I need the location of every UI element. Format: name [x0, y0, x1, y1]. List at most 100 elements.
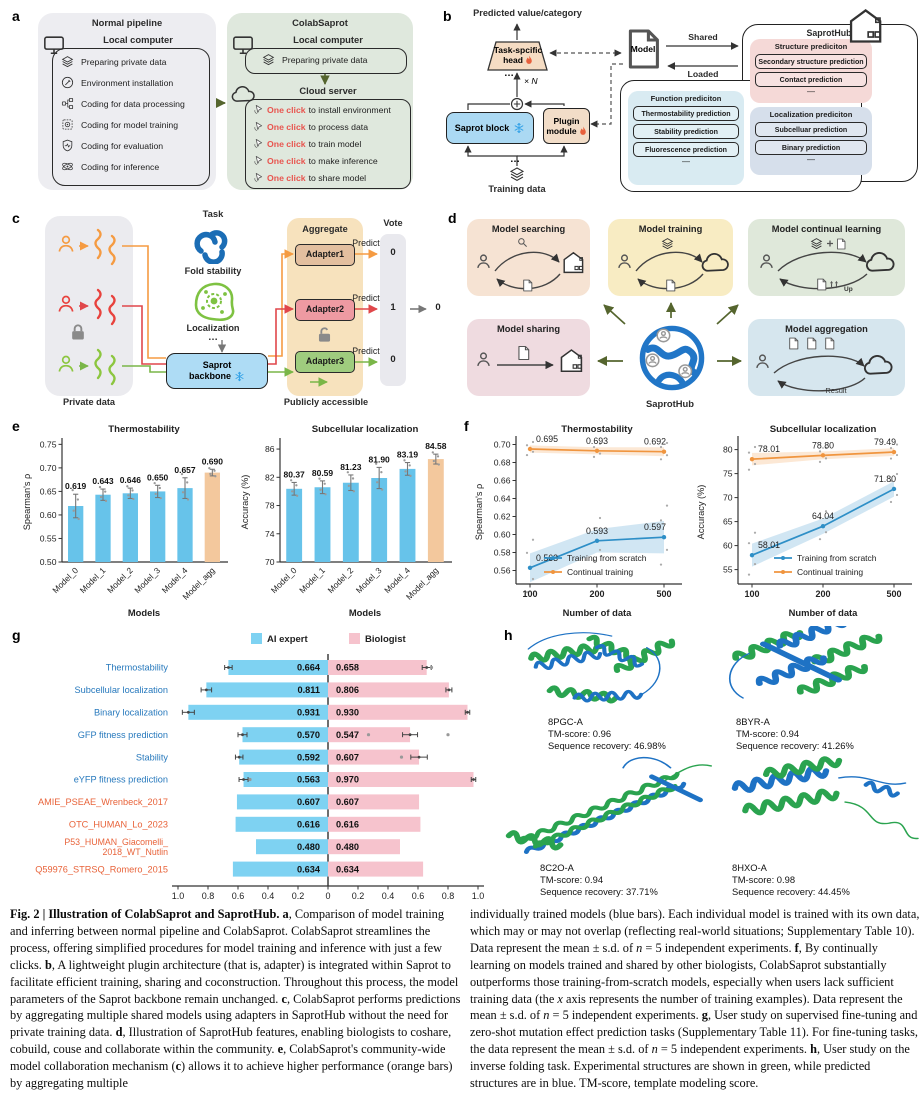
svg-text:AI expert: AI expert	[267, 634, 308, 645]
document-icon	[666, 279, 676, 292]
svg-text:60: 60	[723, 541, 733, 551]
structure-caption: 8HXO-A TM-score: 0.98 Sequence recovery:…	[732, 862, 850, 897]
svg-text:0.2: 0.2	[352, 891, 365, 901]
predict-label: Predict	[352, 238, 380, 248]
snowflake-icon	[235, 371, 244, 382]
sequence-recovery: Sequence recovery: 41.26%	[736, 739, 854, 751]
protein-squiggle-icon	[108, 294, 116, 326]
svg-text:Accuracy (%): Accuracy (%)	[696, 485, 706, 540]
evaluation-icon	[62, 139, 73, 152]
svg-text:80.59: 80.59	[312, 468, 334, 478]
structure-caption: 8PGC-A TM-score: 0.96 Sequence recovery:…	[548, 716, 666, 751]
card-title: Model sharing	[496, 324, 561, 334]
one-click-label: One click	[267, 155, 306, 166]
svg-text:0.547: 0.547	[336, 730, 359, 740]
svg-text:0.58: 0.58	[494, 548, 511, 558]
svg-text:0.6: 0.6	[232, 891, 245, 901]
model-training-card: Model training	[608, 219, 733, 296]
panel-label-h: h	[504, 627, 513, 643]
card-title: Model training	[638, 224, 703, 234]
protein-structure-8C2O-A	[505, 756, 713, 854]
person-icon	[58, 235, 74, 253]
adapter2-box: Adapter2	[295, 299, 355, 321]
svg-text:0.4: 0.4	[382, 891, 395, 901]
document-icon	[523, 279, 533, 292]
vote-value: 1	[390, 302, 396, 313]
svg-text:Model_2: Model_2	[105, 565, 135, 595]
svg-text:0.4: 0.4	[262, 891, 275, 901]
svg-text:Stability: Stability	[136, 752, 169, 762]
svg-text:0.480: 0.480	[297, 842, 320, 852]
normal-pipeline-title: Normal pipeline	[91, 17, 163, 28]
shared-label: Shared	[688, 32, 718, 42]
unlock-icon	[318, 327, 331, 343]
svg-text:82: 82	[265, 472, 275, 482]
saprot-block-label: Saprot block	[454, 123, 510, 133]
plugin-module-label2: module	[546, 126, 577, 136]
pipeline-step-label: Coding for data processing	[81, 98, 185, 109]
model-sharing-card: Model sharing	[467, 319, 590, 396]
function-prediction-section: Function prediciton Thermostability pred…	[628, 91, 744, 185]
inference-icon	[61, 161, 74, 172]
structure-id: 8C2O-A	[540, 862, 574, 873]
svg-text:Number of data: Number of data	[563, 607, 633, 618]
panel-label-a: a	[12, 8, 20, 24]
svg-text:1.0: 1.0	[172, 891, 185, 901]
svg-text:0.592: 0.592	[297, 752, 320, 762]
svg-text:58.01: 58.01	[758, 540, 780, 550]
svg-text:Subcellular localization: Subcellular localization	[75, 685, 168, 695]
svg-text:0.570: 0.570	[297, 730, 320, 740]
svg-text:Thermostability: Thermostability	[106, 663, 169, 673]
protein-structure-8HXO-A	[731, 756, 919, 840]
svg-text:0.619: 0.619	[65, 481, 87, 491]
document-icon	[789, 337, 799, 350]
svg-text:0.70: 0.70	[494, 440, 511, 450]
svg-text:Binary localization: Binary localization	[94, 708, 168, 718]
one-click-row: One click to install environment	[253, 104, 391, 115]
task-head-label: Task-spcific head	[493, 45, 543, 65]
tm-score: TM-score: 0.94	[736, 727, 800, 739]
thermostability-bar-chart: 0.50 0.55 0.60 0.65 0.70 0.75 0.619 Model_0 0.64…	[22, 424, 228, 618]
card-title: Model searching	[491, 224, 566, 234]
localization-cell-icon	[194, 282, 235, 322]
tm-score: TM-score: 0.94	[540, 873, 604, 885]
aggregate-label: Aggregate	[302, 224, 348, 234]
flame-icon	[526, 55, 532, 64]
svg-text:84.58: 84.58	[425, 441, 447, 451]
svg-text:0.930: 0.930	[336, 708, 359, 718]
protein-squiggle-icon	[108, 354, 116, 386]
prediction-item: Stability prediction	[633, 124, 739, 139]
svg-text:0.2: 0.2	[292, 891, 305, 901]
svg-text:0.593: 0.593	[586, 526, 608, 536]
svg-text:eYFP fitness prediction: eYFP fitness prediction	[74, 775, 168, 785]
task-label: Task	[202, 208, 224, 219]
svg-text:0.66: 0.66	[494, 476, 511, 486]
cloud-icon	[863, 355, 893, 375]
svg-text:Model_0: Model_0	[269, 565, 299, 595]
one-click-action: to share model	[308, 172, 367, 183]
one-click-row: One click to process data	[253, 121, 368, 132]
panel-label-f: f	[464, 418, 469, 434]
localization-prediction-section: Localization prediciton Subcelluar predi…	[750, 107, 872, 175]
svg-text:Subcellular localization: Subcellular localization	[312, 424, 419, 435]
user-study-diverging-chart: AI expert Biologist 1.0 1.0 0.8 0.8 0.6 0.6 0.4 0…	[35, 633, 484, 901]
layers-icon	[263, 54, 274, 66]
sequence-recovery: Sequence recovery: 46.98%	[548, 739, 666, 751]
search-icon	[518, 238, 528, 248]
svg-text:Biologist: Biologist	[365, 634, 406, 645]
prediction-item: Thermostability prediction	[633, 106, 739, 121]
svg-text:500: 500	[886, 589, 901, 599]
panel-a-pipeline-comparison: Normal pipeline ColabSaprot Local comput…	[10, 6, 435, 202]
sequence-recovery: Sequence recovery: 44.45%	[732, 885, 850, 897]
function-section-title: Function prediciton	[650, 94, 722, 103]
panel-d-saprothub-features: Model searching Model training M	[445, 206, 923, 416]
private-data-box	[45, 216, 133, 396]
document-icon	[518, 345, 530, 361]
svg-text:0.60: 0.60	[40, 510, 57, 520]
svg-text:Model_1: Model_1	[78, 565, 108, 595]
svg-text:0.55: 0.55	[40, 533, 57, 543]
cloud-server-label: Cloud server	[299, 85, 357, 96]
svg-text:Model_2: Model_2	[325, 565, 355, 595]
svg-text:0: 0	[325, 891, 330, 901]
vote-label: Vote	[383, 218, 403, 228]
